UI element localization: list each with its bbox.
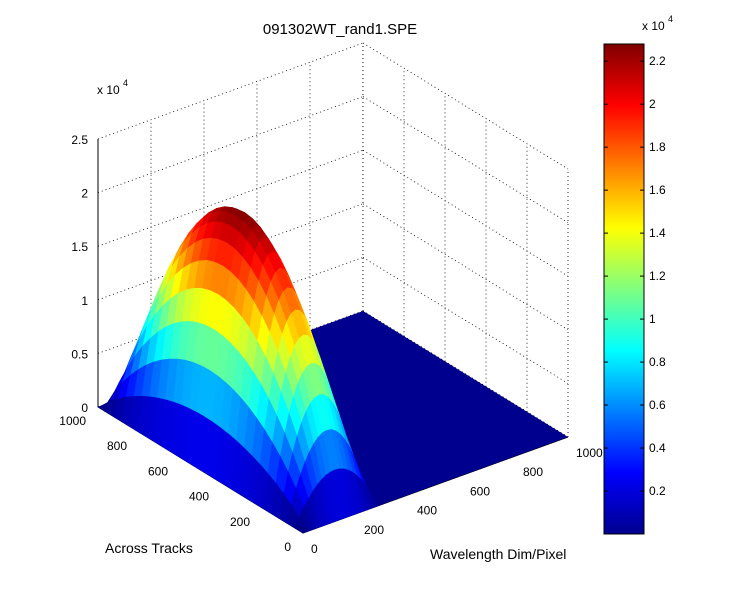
colorbar-tick-label: 1.8 [649, 140, 666, 154]
x-tick-label: 0 [311, 542, 318, 556]
chart-title: 091302WT_rand1.SPE [263, 21, 417, 38]
z-tick-label: 0.5 [71, 347, 88, 361]
z-multiplier-exponent: 4 [123, 78, 128, 88]
grid-line [362, 96, 569, 223]
y-tick-label: 800 [107, 439, 127, 453]
colorbar-tick-label: 1.4 [649, 226, 666, 240]
y-axis-label: Across Tracks [105, 540, 193, 556]
grid-line [97, 42, 364, 140]
colorbar-gradient [603, 43, 645, 535]
colorbar-tick-label: 1.6 [649, 183, 666, 197]
grid-line [97, 149, 364, 247]
axes-labels: 00.511.522.50200400600800100002004006008… [59, 133, 603, 556]
grid-line [362, 42, 569, 170]
colorbar-multiplier-label: x 10 4 [642, 14, 673, 33]
colorbar-tick-label: 1 [649, 312, 656, 326]
y-tick-label: 200 [230, 515, 250, 529]
surface-patch [294, 516, 308, 534]
x-axis-label: Wavelength Dim/Pixel [430, 546, 566, 562]
colorbar-multiplier-exponent: 4 [668, 14, 673, 24]
grid-line [362, 257, 569, 384]
y-tick-label: 0 [284, 540, 291, 554]
colorbar-tick-label: 0.2 [649, 484, 666, 498]
z-multiplier-base: x 10 [97, 83, 120, 97]
x-tick-label: 800 [523, 465, 543, 479]
colorbar-tick-label: 2 [649, 97, 656, 111]
y-tick-label: 600 [148, 464, 168, 478]
z-tick-label: 2.5 [71, 133, 88, 147]
z-tick-label: 1.5 [71, 240, 88, 254]
colorbar: 0.2 0.4 0.6 0.8 1 1.2 1.4 1.6 1.8 2 2.2 [603, 43, 666, 535]
surface-plot [97, 206, 568, 534]
z-tick-label: 1 [81, 294, 88, 308]
y-tick-label: 400 [189, 490, 209, 504]
grid-line [362, 149, 569, 277]
colorbar-tick-label: 2.2 [649, 54, 666, 68]
colorbar-multiplier-base: x 10 [642, 19, 665, 33]
colorbar-tick-label: 0.6 [649, 398, 666, 412]
colorbar-tick-label: 0.4 [649, 441, 666, 455]
colorbar-tick-label: 0.8 [649, 355, 666, 369]
x-tick-label: 400 [417, 504, 437, 518]
colorbar-tick-label: 1.2 [649, 269, 666, 283]
z-tick-label: 2 [81, 187, 88, 201]
grid-line [97, 96, 364, 193]
x-tick-label: 1000 [576, 446, 603, 460]
z-tick-label: 0 [81, 401, 88, 415]
grid-line [362, 203, 569, 331]
x-tick-label: 200 [364, 523, 384, 537]
x-tick-label: 600 [470, 484, 490, 498]
y-tick-label: 1000 [59, 414, 86, 428]
z-multiplier-label: x 10 4 [97, 78, 128, 97]
